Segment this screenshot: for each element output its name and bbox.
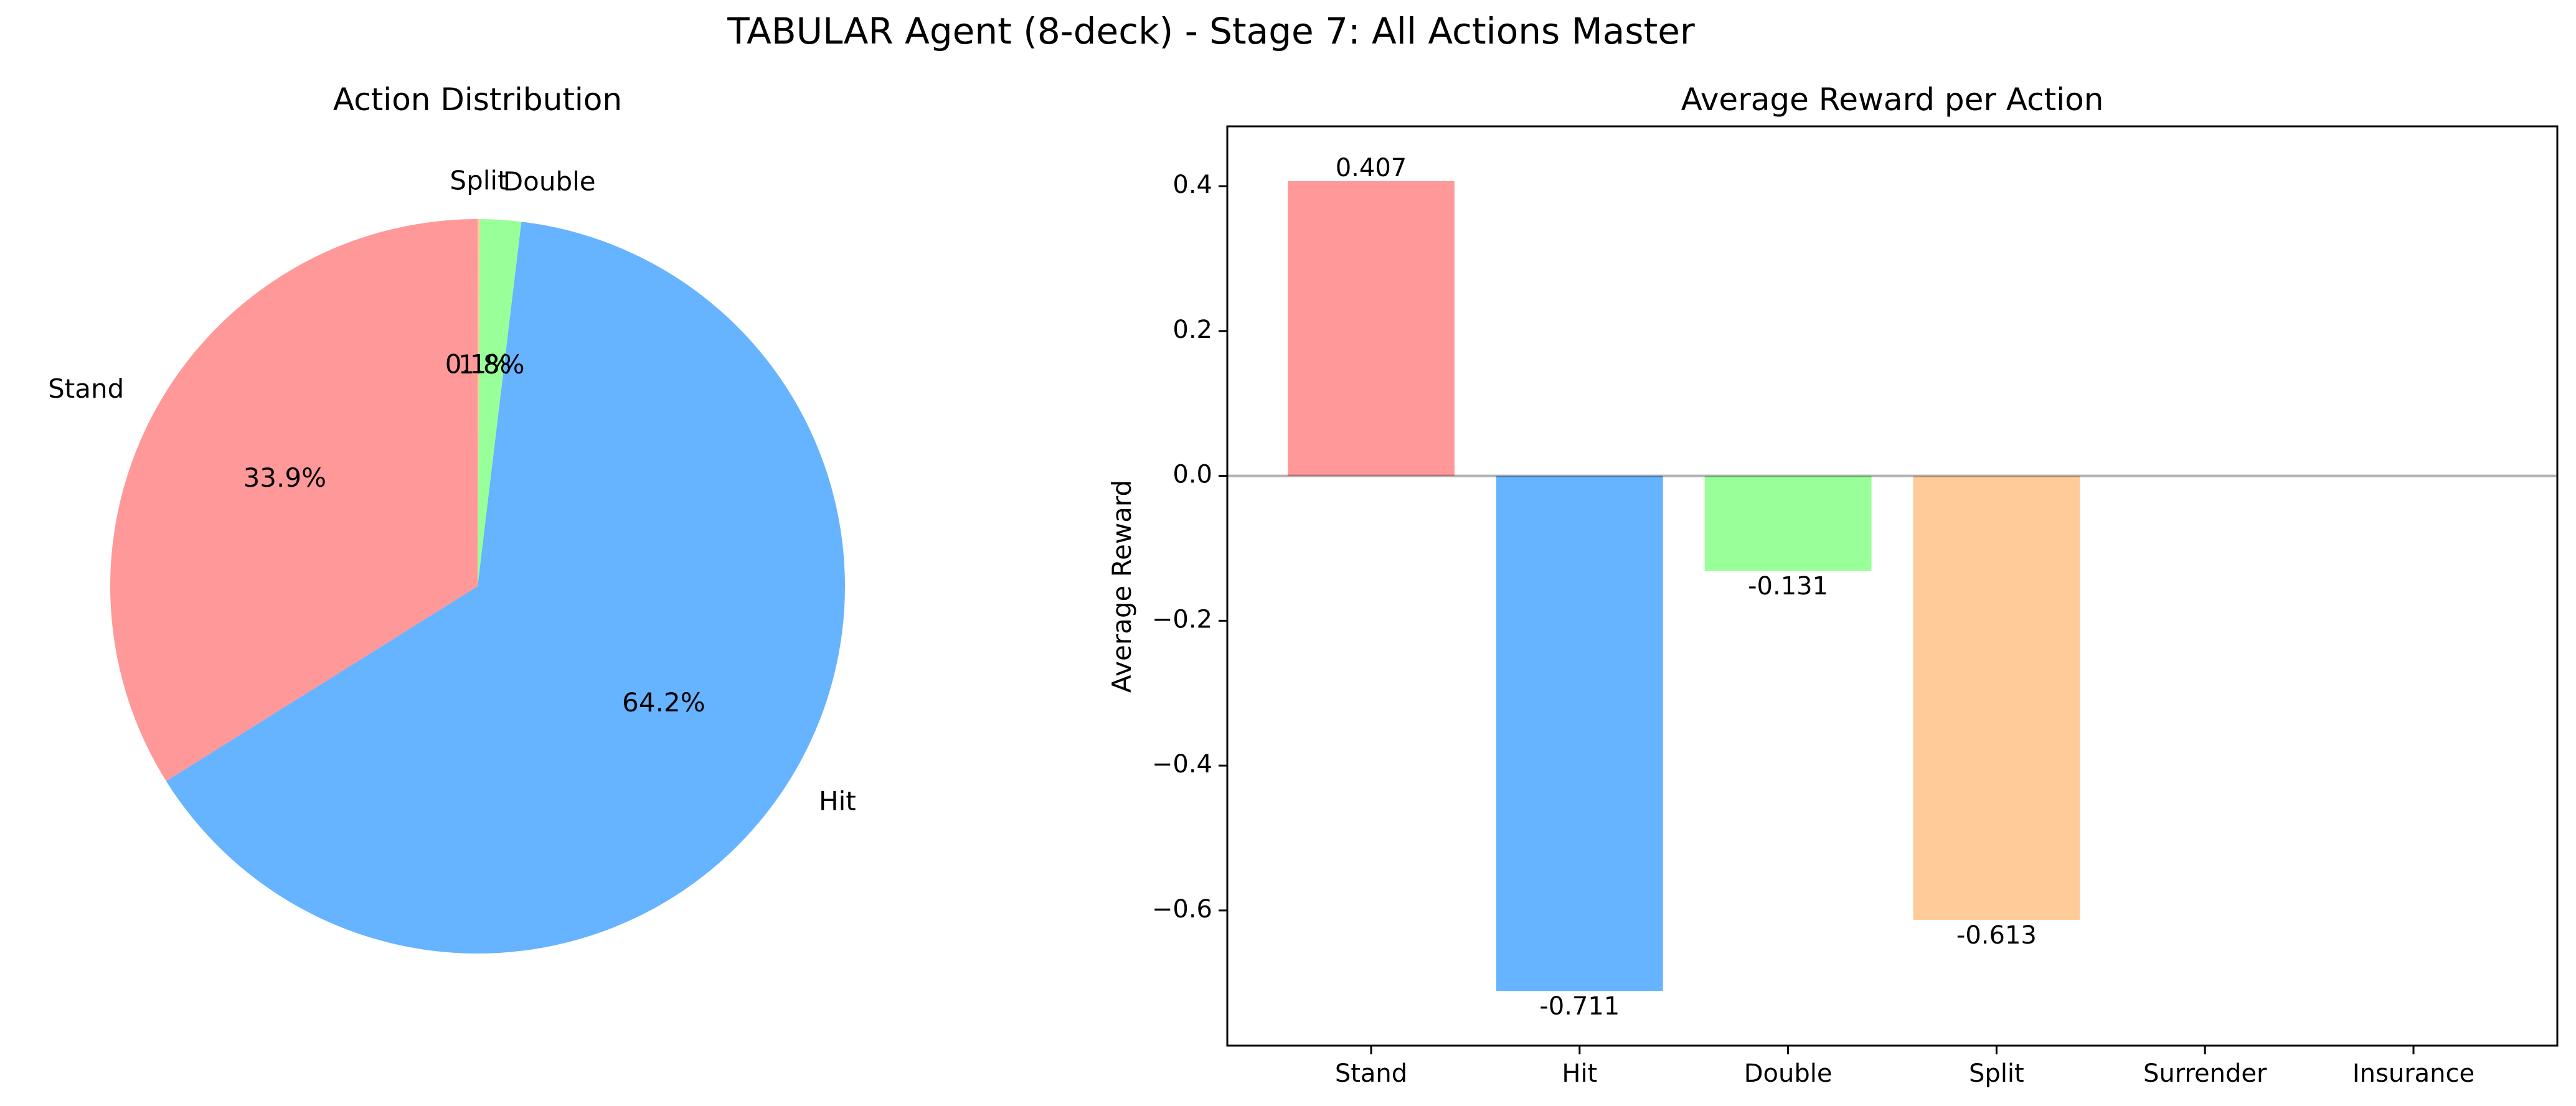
x-tick-label-surrender: Surrender — [2143, 1059, 2267, 1088]
bar-value-label-double: -0.131 — [1748, 572, 1828, 601]
bar-ylabel: Average Reward — [1106, 480, 1137, 693]
y-tick-label: 0.4 — [1172, 171, 1212, 199]
pie-slice-stand — [110, 219, 478, 781]
x-tick-label-hit: Hit — [1562, 1059, 1597, 1088]
figure-suptitle: TABULAR Agent (8-deck) - Stage 7: All Ac… — [727, 10, 1695, 52]
bar-title: Average Reward per Action — [1681, 82, 2104, 118]
bar-value-label-stand: 0.407 — [1336, 154, 1407, 182]
bar-x-axis: Stand Hit Double Split Surrender Insurance — [1335, 1046, 2475, 1088]
bar-chart: Average Reward per Action Average Reward… — [1106, 82, 2559, 1088]
bar-value-label-split: -0.613 — [1956, 921, 2037, 950]
x-tick-label-double: Double — [1744, 1059, 1833, 1088]
bar-y-axis: 0.4 0.2 0.0 −0.2 −0.4 −0.6 — [1152, 171, 1227, 924]
y-tick-label: 0.0 — [1172, 461, 1212, 489]
x-tick-label-insurance: Insurance — [2352, 1059, 2475, 1088]
pie-labels: Stand 33.9% Hit 64.2% Double 1.8% Split 0.1% — [48, 166, 856, 817]
bar-value-label-hit: -0.711 — [1539, 992, 1620, 1021]
pie-label-double: Double — [503, 166, 596, 197]
pie-pct-double: 1.8% — [458, 349, 525, 380]
bar-plot-frame — [1226, 125, 2559, 1047]
pie-label-hit: Hit — [819, 785, 856, 816]
pie-slice-double — [478, 219, 522, 586]
x-tick-label-stand: Stand — [1335, 1059, 1407, 1088]
y-tick-label: −0.6 — [1152, 895, 1212, 924]
pie-slice-hit — [166, 222, 846, 954]
bar-value-labels: 0.407 -0.711 -0.131 -0.613 — [1336, 154, 2037, 1021]
y-tick-label: −0.4 — [1152, 750, 1212, 779]
bar-stand — [1288, 181, 1455, 476]
pie-chart: Action Distribution Stand 33.9% Hit 64.2% Do… — [48, 82, 856, 954]
y-tick-label: −0.2 — [1152, 605, 1212, 634]
pie-pct-stand: 33.9% — [243, 462, 326, 493]
bar-bars — [1227, 181, 2557, 991]
pie-slice-split — [478, 218, 480, 586]
pie-slices — [110, 218, 846, 954]
bar-split — [1913, 476, 2080, 920]
bar-double — [1704, 476, 1872, 571]
pie-pct-hit: 64.2% — [622, 687, 705, 718]
pie-label-split: Split — [450, 166, 507, 196]
pie-pct-split: 0.1% — [445, 349, 512, 380]
pie-title: Action Distribution — [333, 82, 622, 118]
pie-label-stand: Stand — [48, 373, 124, 404]
bar-hit — [1496, 476, 1663, 991]
x-tick-label-split: Split — [1969, 1059, 2024, 1088]
y-tick-label: 0.2 — [1172, 316, 1212, 344]
